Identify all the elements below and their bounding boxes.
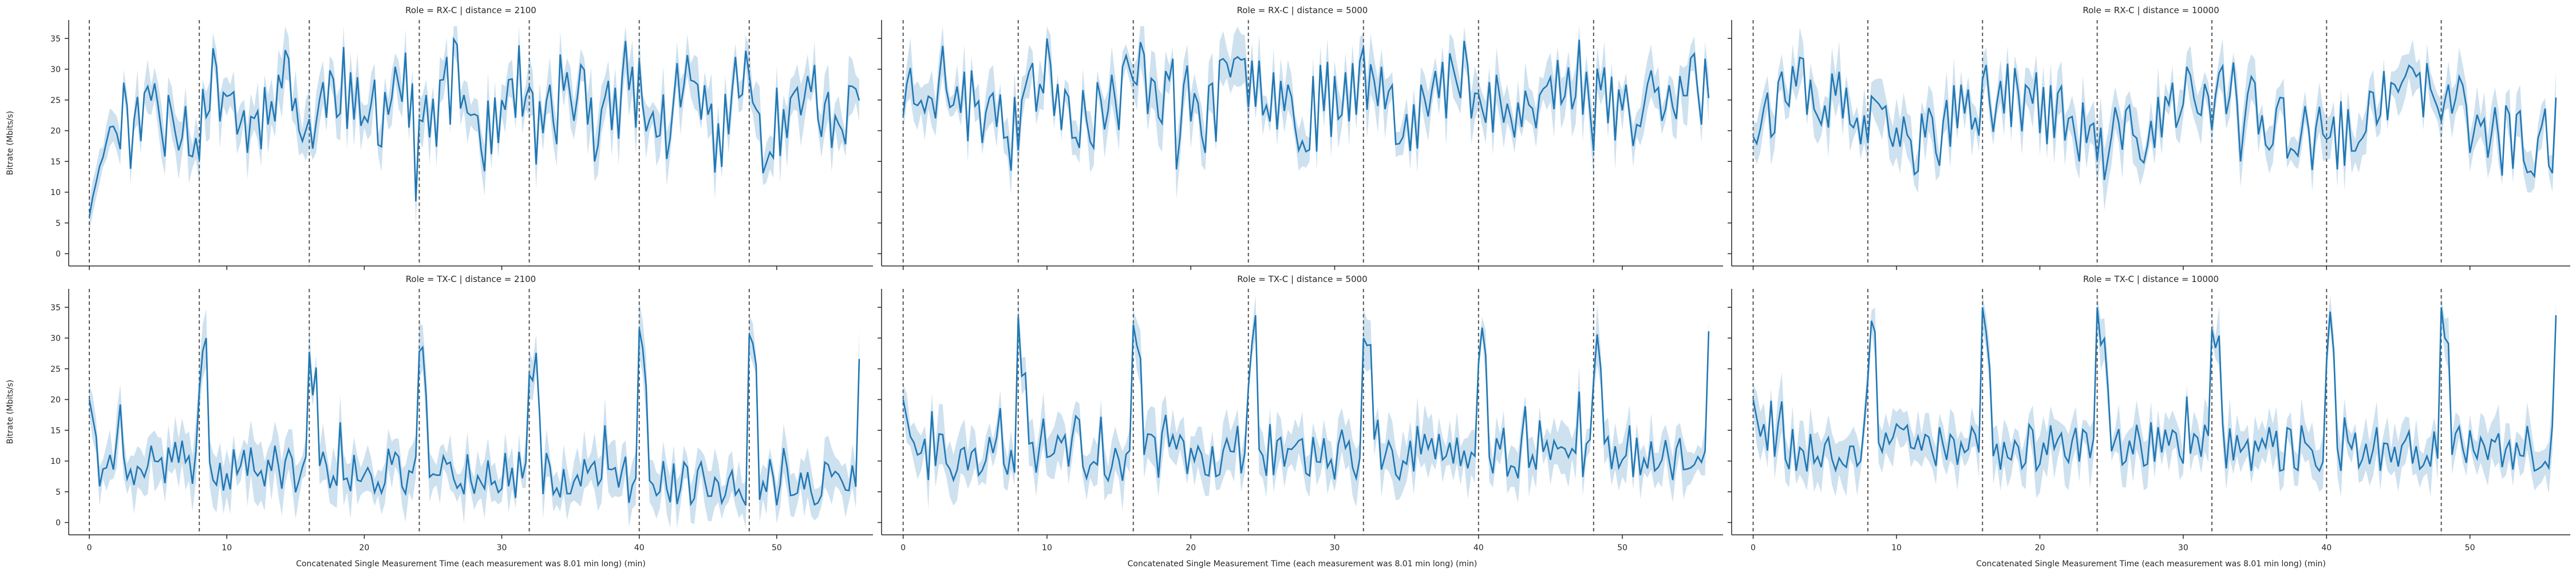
x-tick-label: 50 xyxy=(1617,543,1627,553)
bitrate-line xyxy=(902,315,1710,483)
x-tick-label: 40 xyxy=(2321,543,2332,553)
y-tick-label: 5 xyxy=(56,219,61,228)
x-tick-label: 10 xyxy=(222,543,232,553)
panel-4: Role = TX-C | distance = 2100 0 5 10 15 20 25 3… xyxy=(6,274,873,569)
panel-title: Role = RX-C | distance = 2100 xyxy=(405,5,536,15)
x-tick-label: 50 xyxy=(2465,543,2475,553)
x-tick-label: 30 xyxy=(1330,543,1340,553)
panel-1: Role = RX-C | distance = 2100 0 5 10 15 20 25 3… xyxy=(6,5,873,270)
x-tick-label: 20 xyxy=(1186,543,1196,553)
y-tick-label: 5 xyxy=(56,488,61,497)
confidence-band xyxy=(903,26,1709,199)
y-tick-label: 15 xyxy=(50,426,61,435)
y-tick-label: 10 xyxy=(50,457,61,466)
x-axis-label: Concatenated Single Measurement Time (ea… xyxy=(1976,559,2326,569)
x-tick-label: 0 xyxy=(87,543,92,553)
x-axis-label: Concatenated Single Measurement Time (ea… xyxy=(296,559,646,569)
panel-title: Role = RX-C | distance = 10000 xyxy=(2083,5,2219,15)
x-tick-label: 10 xyxy=(1042,543,1052,553)
x-tick-label: 20 xyxy=(2035,543,2045,553)
panel-title: Role = TX-C | distance = 5000 xyxy=(1237,274,1367,284)
bitrate-line xyxy=(1752,56,2557,180)
panel-3: Role = RX-C | distance = 10000 xyxy=(1728,5,2570,270)
panel-title: Role = TX-C | distance = 10000 xyxy=(2083,274,2219,284)
confidence-band xyxy=(903,295,1709,511)
y-tick-label: 10 xyxy=(50,188,61,197)
x-axis-label: Concatenated Single Measurement Time (ea… xyxy=(1128,559,1477,569)
x-tick-label: 50 xyxy=(772,543,782,553)
y-tick-label: 15 xyxy=(50,157,61,166)
x-tick-label: 40 xyxy=(1473,543,1484,553)
confidence-band xyxy=(89,26,859,232)
y-tick-label: 20 xyxy=(50,127,61,136)
panel-6: Role = TX-C | distance = 10000 0 10 20 30 40 5… xyxy=(1728,274,2570,569)
confidence-band xyxy=(1753,27,2556,210)
x-tick-label: 10 xyxy=(1891,543,1902,553)
y-tick-label: 25 xyxy=(50,96,61,105)
bitrate-line xyxy=(88,37,860,217)
y-tick-label: 30 xyxy=(50,65,61,74)
x-tick-label: 20 xyxy=(359,543,369,553)
bitrate-line xyxy=(902,38,1710,171)
y-tick-label: 35 xyxy=(50,303,61,312)
x-tick-label: 30 xyxy=(2178,543,2188,553)
x-tick-label: 0 xyxy=(900,543,906,553)
bitrate-line xyxy=(88,328,860,507)
x-tick-label: 40 xyxy=(634,543,645,553)
panel-title: Role = TX-C | distance = 2100 xyxy=(406,274,536,284)
y-tick-label: 0 xyxy=(56,250,61,259)
y-tick-label: 25 xyxy=(50,365,61,374)
y-axis-label: Bitrate (Mbits/s) xyxy=(6,380,15,444)
x-tick-label: 30 xyxy=(497,543,507,553)
y-tick-label: 35 xyxy=(50,34,61,43)
panel-2: Role = RX-C | distance = 5000 xyxy=(878,5,1723,270)
y-tick-label: 0 xyxy=(56,519,61,528)
y-tick-label: 30 xyxy=(50,334,61,343)
panel-title: Role = RX-C | distance = 5000 xyxy=(1237,5,1368,15)
y-tick-label: 20 xyxy=(50,396,61,405)
y-axis-label: Bitrate (Mbits/s) xyxy=(6,111,15,175)
bitrate-line xyxy=(1752,307,2557,473)
panel-5: Role = TX-C | distance = 5000 0 10 20 30 40 50… xyxy=(878,274,1723,569)
confidence-band xyxy=(89,301,859,529)
confidence-band xyxy=(1753,295,2556,498)
x-tick-label: 0 xyxy=(1751,543,1756,553)
